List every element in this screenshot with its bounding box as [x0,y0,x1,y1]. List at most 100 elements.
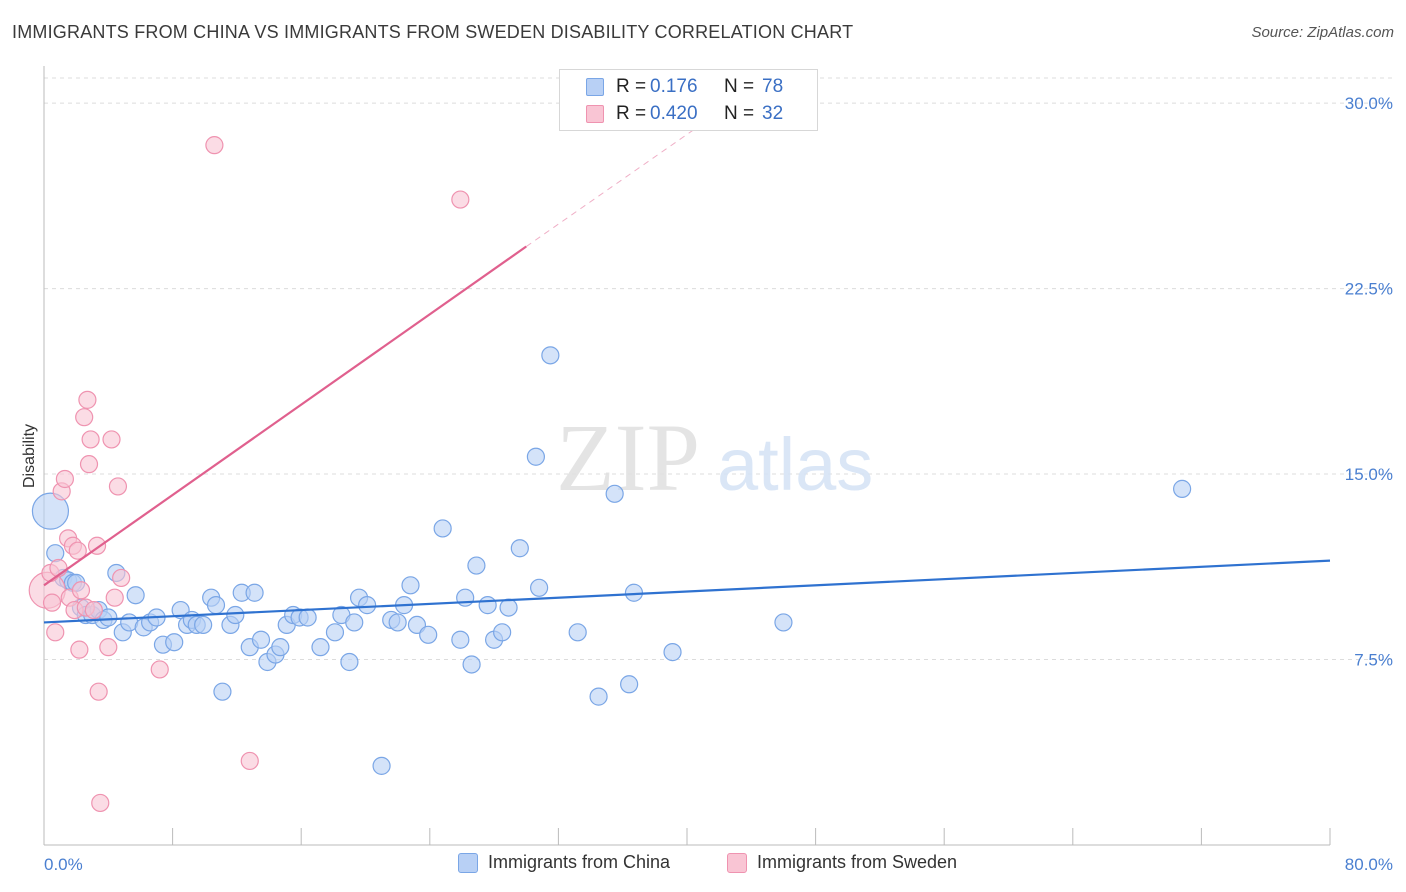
data-point-china [499,598,518,617]
data-point-sweden [105,588,124,607]
data-point-china [311,638,330,657]
data-point-china [358,596,377,615]
data-point-sweden [75,408,94,427]
x-tick-labels: 0.0% 80.0% [44,855,1393,874]
data-point-china [206,596,226,615]
data-point-sweden [91,793,110,813]
data-point-china [99,608,118,627]
data-point-sweden [81,430,100,449]
data-point-sweden [205,136,224,155]
data-point-sweden [102,430,121,449]
chart-title: IMMIGRANTS FROM CHINA VS IMMIGRANTS FROM… [12,22,854,42]
legend-swatch-sweden [586,105,604,123]
y-axis-label: Disability [21,424,38,488]
data-point-china [493,623,512,642]
data-point-china [451,630,470,649]
source-label: Source: ZipAtlas.com [1251,24,1394,41]
data-point-sweden [112,568,131,588]
data-point-sweden [78,390,97,409]
data-point-china [194,615,213,635]
legend-n-label: N = [724,103,755,124]
data-point-sweden [451,190,470,209]
data-point-sweden [79,455,99,474]
data-point-china [419,625,438,644]
legend-item-sweden[interactable]: Immigrants from Sweden [727,852,957,873]
grid-lines [44,77,1394,661]
data-point-china [541,346,560,365]
data-point-china [298,608,317,627]
watermark-atlas: atlas [717,423,873,506]
data-point-sweden [150,660,169,679]
data-point-china [663,643,682,662]
legend-r-value: 0.176 [650,76,698,97]
data-point-sweden [70,640,89,659]
watermark-zip: ZIP [556,404,700,511]
data-point-china [226,605,245,625]
legend-row-china: R = 0.176 N = 78 [586,75,783,99]
legend-swatch-sweden [727,852,747,873]
data-point-china [526,447,545,466]
data-point-china [31,492,70,530]
data-point-china [165,633,184,652]
legend-n-value: 78 [762,76,784,97]
data-point-china [456,588,475,607]
data-point-sweden [46,623,65,642]
legend-label-sweden: Immigrants from Sweden [757,852,958,872]
x-tick-label: 80.0% [1345,855,1393,874]
data-point-china [213,682,232,701]
data-point-china [126,586,145,605]
y-tick-label: 7.5% [1354,651,1393,670]
data-point-china [1173,479,1192,498]
data-point-china [372,756,391,775]
data-point-china [251,630,271,649]
data-point-china [271,638,290,657]
data-point-china [589,687,608,706]
data-point-sweden [55,469,74,489]
data-point-china [774,613,793,632]
data-point-china [568,623,587,642]
data-point-sweden [240,751,259,771]
data-point-china [46,544,65,563]
data-point-sweden [99,638,118,657]
legend-r-label: R = [616,103,647,124]
y-tick-labels: 7.5% 15.0% 22.5% 30.0% [1345,94,1393,669]
legend-n-label: N = [724,76,755,97]
legend-item-china[interactable]: Immigrants from China [458,852,670,873]
y-tick-label: 15.0% [1345,465,1393,484]
data-point-china [605,484,624,503]
data-point-china [467,556,486,575]
legend-row-sweden: R = 0.420 N = 32 [586,102,783,126]
legend-label-china: Immigrants from China [488,852,671,872]
watermark: ZIP atlas [556,404,873,511]
legend-swatch-china [458,852,478,873]
data-point-china [245,583,264,602]
legend-r-label: R = [616,76,647,97]
data-point-sweden [71,581,91,600]
correlation-legend: R = 0.176 N = 78 R = 0.420 N = 32 [559,69,818,131]
data-point-china [510,539,529,558]
y-tick-label: 30.0% [1345,94,1393,113]
trend-line-china [43,559,1331,624]
data-point-china [340,652,359,672]
data-point-sweden [42,593,62,612]
data-point-china [530,578,549,597]
x-tick-label: 0.0% [44,855,83,874]
data-point-china [433,519,452,538]
data-point-china [401,576,420,595]
legend-r-value: 0.420 [650,103,698,124]
data-point-sweden [68,541,87,560]
trend-lines [43,77,1331,624]
data-point-china [462,655,481,674]
data-point-china [620,675,639,694]
series-sweden-points [28,136,470,813]
data-point-sweden [84,600,103,620]
legend-n-value: 32 [762,103,784,124]
data-point-china [345,613,364,632]
axes [43,66,1331,846]
data-point-sweden [108,477,128,496]
data-point-sweden [89,682,108,701]
legend-swatch-china [586,78,604,96]
data-point-china [478,596,497,615]
y-tick-label: 22.5% [1345,280,1393,299]
